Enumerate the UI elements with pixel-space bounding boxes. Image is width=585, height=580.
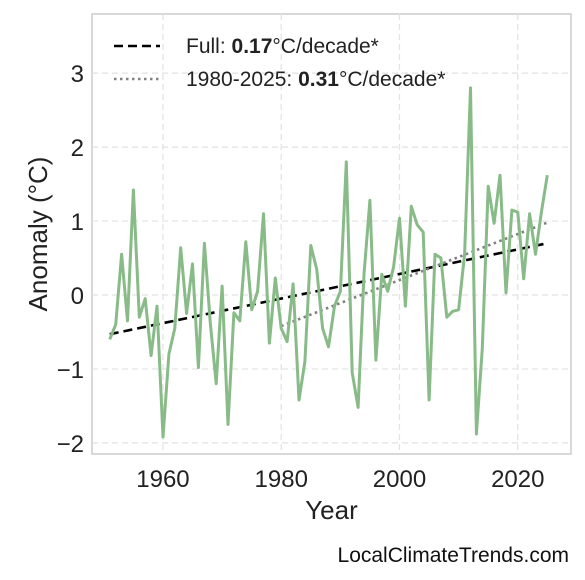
y-tick-label: 0 [71,283,84,310]
x-tick-label: 2000 [373,466,426,493]
y-axis-ticks: −2 −1 0 1 2 3 [57,61,84,458]
x-axis-label: Year [305,495,358,525]
y-tick-label: 3 [71,61,84,88]
plot-frame [91,13,572,455]
x-tick-label: 1960 [136,466,189,493]
series-line-anomaly [108,86,549,439]
y-axis-label: Anomaly (°C) [23,157,53,312]
watermark-text: LocalClimateTrends.com [337,544,569,567]
legend-label: 1980-2025: 0.31°C/decade* [186,68,445,91]
x-tick-label: 1980 [255,466,308,493]
y-tick-label: −2 [57,431,84,458]
x-tick-label: 2020 [491,466,544,493]
y-tick-label: 2 [71,135,84,162]
y-tick-label: 1 [71,209,84,236]
legend-label: Full: 0.17°C/decade* [186,35,379,58]
x-axis-ticks: 1960 1980 2000 2020 [136,466,544,493]
y-tick-label: −1 [57,357,84,384]
plot-area [91,13,572,455]
legend: Full: 0.17°C/decade* 1980-2025: 0.31°C/de… [114,35,445,91]
